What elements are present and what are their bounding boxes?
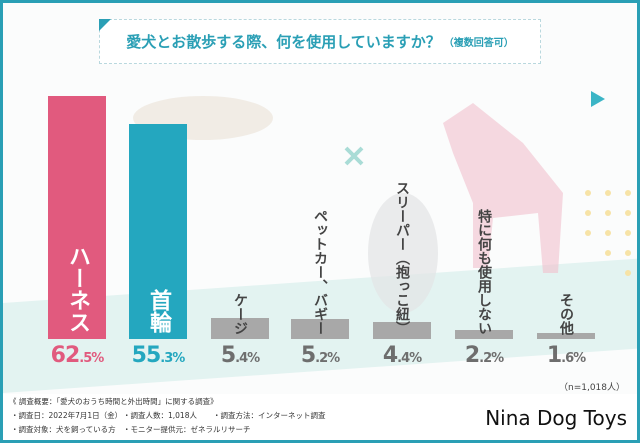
value-label-1: 62.5%	[50, 343, 105, 368]
triangle-icon	[591, 91, 605, 107]
bar-label-6: 特に何も使用しない	[476, 209, 492, 335]
value-label-6: 2.2%	[464, 343, 504, 368]
value-label-4: 5.2%	[300, 343, 340, 368]
bar-label-1: ハーネス	[65, 245, 90, 333]
value-label-7: 1.6%	[546, 343, 586, 368]
bar-5	[373, 321, 431, 339]
survey-provider: ・モニター提供元：ゼネラルリサーチ	[123, 425, 251, 434]
brand-logo: Nina Dog Toys	[485, 406, 627, 430]
survey-method: ・調査方法：インターネット調査	[213, 411, 326, 420]
bar-3	[211, 318, 269, 339]
bar-label-2: 首輪	[146, 289, 171, 333]
survey-footer: 《 調査概要：「愛犬のおうち時間と外出時間」に関する調査》 ・調査日：2022年…	[3, 394, 637, 440]
bar-7	[537, 332, 595, 339]
bar-1	[48, 96, 106, 339]
survey-count: ・調査人数：1,018人	[123, 411, 197, 420]
value-label-2: 55.3%	[131, 343, 186, 368]
bar-label-4: ペットカー、バギー	[312, 209, 328, 335]
bar-chart: ハーネス 62.5% 首輪 55.3% ケージ 5.4% ペットカー、バギー 5.2% スリーパ…	[3, 3, 637, 393]
survey-date: ・調査日：2022年7月1日（金）	[11, 411, 123, 420]
dog-silhouette-gray	[368, 193, 438, 313]
bar-6	[455, 330, 513, 339]
bar-label-3: ケージ	[232, 293, 248, 335]
value-label-3: 5.4%	[220, 343, 260, 368]
sample-size: （n=1,018人）	[558, 383, 625, 393]
dog-silhouette-pink	[443, 103, 563, 273]
survey-heading: 《 調査概要：「愛犬のおうち時間と外出時間」に関する調査》	[9, 397, 218, 406]
bar-2	[129, 123, 187, 339]
chart-title: 愛犬とお散歩する際、何を使用していますか？	[126, 33, 441, 51]
bar-4	[291, 318, 349, 339]
bar-label-5: スリーパー（抱っこ紐）	[394, 181, 410, 335]
value-label-5: 4.4%	[382, 343, 422, 368]
bar-label-7: その他	[558, 293, 574, 335]
dot-pattern	[585, 190, 631, 276]
title-note: （複数回答可）	[443, 38, 514, 49]
survey-target: ・調査対象：犬を飼っている方	[11, 425, 116, 434]
x-mark-icon	[344, 146, 364, 166]
title-box: 愛犬とお散歩する際、何を使用していますか？ （複数回答可）	[99, 19, 541, 64]
